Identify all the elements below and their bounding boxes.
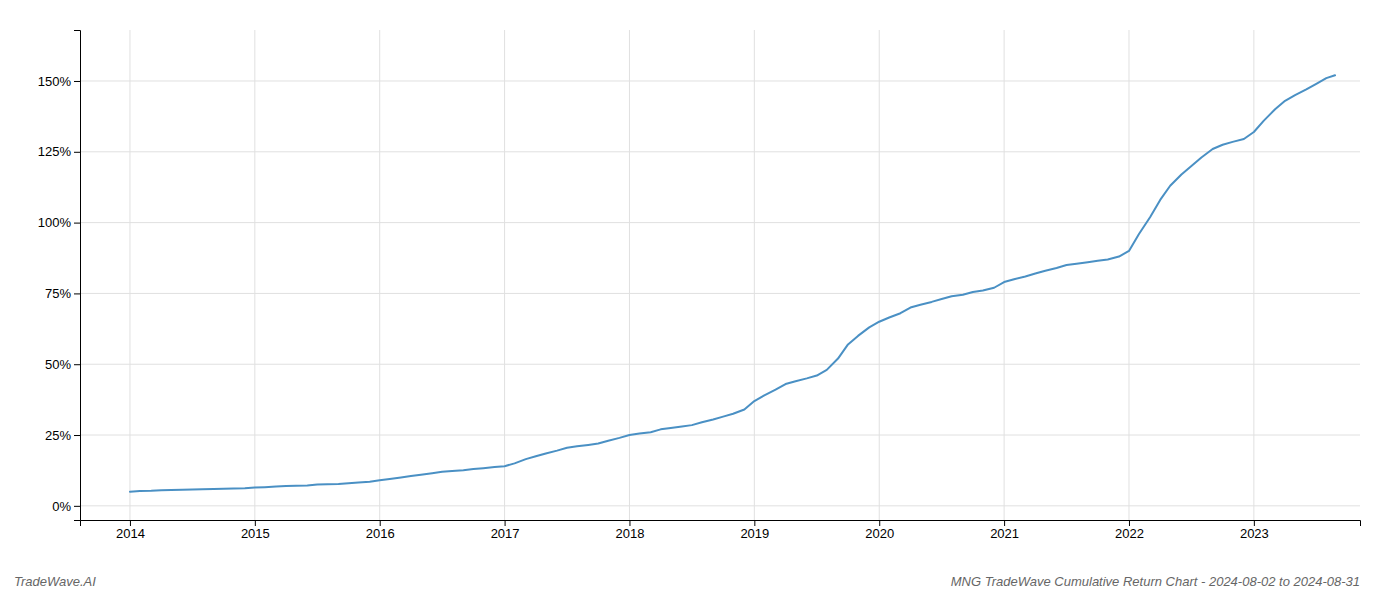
tick: 2019 [740,520,769,541]
grid-line [254,30,255,520]
grid-line [80,222,1360,223]
tick-mark [130,520,131,526]
tick-label: 2020 [865,526,894,541]
grid-line [80,435,1360,436]
tick: 2017 [491,520,520,541]
tick-label: 2017 [491,526,520,541]
tick: 2020 [865,520,894,541]
tick: 0% [52,498,80,513]
tick-label: 2016 [366,526,395,541]
tick: 2018 [616,520,645,541]
tick-label: 25% [45,428,71,443]
data-line [130,75,1335,491]
tick-label: 2014 [116,526,145,541]
tick-label: 0% [52,498,71,513]
tick-label: 125% [38,144,72,159]
tick-mark [754,520,755,526]
tick-label: 2019 [740,526,769,541]
tick-label: 2023 [1240,526,1269,541]
tick-mark [74,435,80,436]
grid [80,30,1360,520]
grid-line [80,505,1360,506]
tick-mark [1129,520,1130,526]
grid-line [80,151,1360,152]
tick: 150% [38,74,80,89]
grid-line [1128,30,1129,520]
tick: 125% [38,144,80,159]
tick-mark [505,520,506,526]
tick-mark [1004,520,1005,526]
grid-line [1253,30,1254,520]
grid-line [379,30,380,520]
tick: 2016 [366,520,395,541]
grid-line [504,30,505,520]
tick: 50% [45,357,80,372]
tick: 2021 [990,520,1019,541]
tick-mark [629,520,630,526]
tick-label: 75% [45,286,71,301]
watermark: TradeWave.AI [14,574,96,589]
tick-label: 150% [38,74,72,89]
axis-line [74,31,81,521]
grid-line [1004,30,1005,520]
tick-mark [380,520,381,526]
tick-mark [74,293,80,294]
tick-mark [879,520,880,526]
tick: 2022 [1115,520,1144,541]
tick-mark [74,364,80,365]
tick: 2015 [241,520,270,541]
title: MNG TradeWave Cumulative Return Chart - … [951,574,1360,589]
tick-mark [255,520,256,526]
grid-line [80,80,1360,81]
chart: 2014 2015 2016 2017 2018 2019 2020 2021 2022 2023… [0,0,1400,600]
tick-label: 2015 [241,526,270,541]
tick-mark [74,152,80,153]
grid-line [129,30,130,520]
grid-line [80,364,1360,365]
tick-mark [1254,520,1255,526]
tick: 25% [45,428,80,443]
tick-label: 50% [45,357,71,372]
tick-label: 2022 [1115,526,1144,541]
y-axis: 0% 25% 50% 75% 100% 125% 150% [38,31,81,521]
tick-label: 2021 [990,526,1019,541]
tick: 100% [38,215,80,230]
tick: 2023 [1240,520,1269,541]
grid-line [629,30,630,520]
tick-mark [74,506,80,507]
axis-line [81,521,1361,527]
plot-area [130,75,1335,491]
tick-label: 100% [38,215,72,230]
grid-line [80,293,1360,294]
x-axis: 2014 2015 2016 2017 2018 2019 2020 2021 2022 2023 [81,520,1361,541]
tick-label: 2018 [616,526,645,541]
tick-mark [74,223,80,224]
grid-line [879,30,880,520]
tick: 75% [45,286,80,301]
tick-mark [74,81,80,82]
tick: 2014 [116,520,145,541]
grid-line [754,30,755,520]
